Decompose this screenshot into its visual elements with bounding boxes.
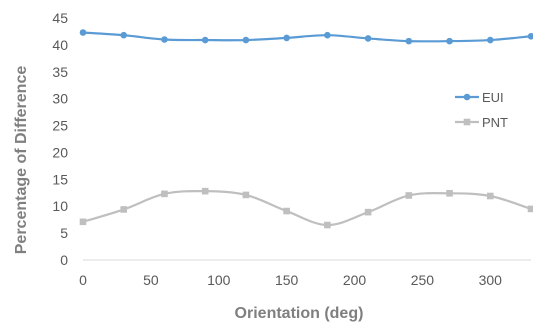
- y-tick-label: 20: [52, 144, 68, 160]
- x-tick-label: 150: [275, 272, 299, 288]
- data-point-eui: [486, 36, 494, 44]
- legend-marker-pnt: [463, 118, 471, 126]
- data-point-pnt: [364, 208, 372, 216]
- data-point-eui: [324, 31, 331, 39]
- legend-label-eui: EUI: [482, 90, 504, 105]
- data-point-pnt: [486, 192, 494, 200]
- x-axis-ticks: 0 50 100 150 200 250 300: [79, 272, 502, 288]
- data-point-pnt: [527, 205, 533, 213]
- y-tick-label: 10: [52, 198, 68, 214]
- y-tick-label: 45: [52, 10, 68, 26]
- data-point-pnt: [324, 221, 331, 229]
- x-tick-label: 50: [143, 272, 159, 288]
- data-point-pnt: [242, 191, 250, 199]
- legend: EUI PNT: [455, 90, 508, 130]
- data-point-pnt: [201, 187, 209, 195]
- y-tick-label: 40: [52, 37, 68, 53]
- data-point-pnt: [446, 190, 453, 197]
- x-axis-title: Orientation (deg): [235, 305, 364, 322]
- data-point-pnt: [120, 206, 128, 213]
- data-point-eui: [405, 37, 413, 45]
- plot-area: [79, 29, 533, 229]
- data-point-pnt: [283, 207, 290, 215]
- data-point-eui: [283, 34, 290, 42]
- data-point-pnt: [161, 190, 168, 198]
- data-point-eui: [201, 36, 209, 44]
- y-axis-ticks: 0 5 10 15 20 25 30 35 40 45: [52, 10, 68, 268]
- x-tick-label: 0: [79, 272, 87, 288]
- data-point-eui: [446, 37, 453, 45]
- data-point-eui: [161, 36, 168, 43]
- data-point-eui: [527, 32, 533, 40]
- y-tick-label: 15: [52, 171, 68, 187]
- x-tick-label: 100: [207, 272, 231, 288]
- y-tick-label: 35: [52, 64, 68, 80]
- data-point-eui: [242, 36, 250, 44]
- x-tick-label: 250: [411, 272, 435, 288]
- data-point-eui: [364, 35, 372, 42]
- y-tick-label: 0: [60, 252, 68, 268]
- y-tick-label: 25: [52, 118, 68, 134]
- legend-label-pnt: PNT: [482, 115, 508, 130]
- y-tick-label: 5: [60, 225, 68, 241]
- y-tick-label: 30: [52, 91, 68, 107]
- legend-marker-eui: [463, 93, 471, 101]
- y-axis-title: Percentage of Difference: [13, 66, 30, 255]
- data-point-eui: [79, 29, 87, 36]
- data-point-eui: [120, 31, 128, 39]
- x-tick-label: 300: [479, 272, 503, 288]
- series-line-pnt: [82, 189, 532, 227]
- data-point-pnt: [79, 218, 87, 226]
- data-point-pnt: [405, 192, 413, 199]
- series-line-eui: [82, 31, 532, 43]
- x-tick-label: 200: [343, 272, 367, 288]
